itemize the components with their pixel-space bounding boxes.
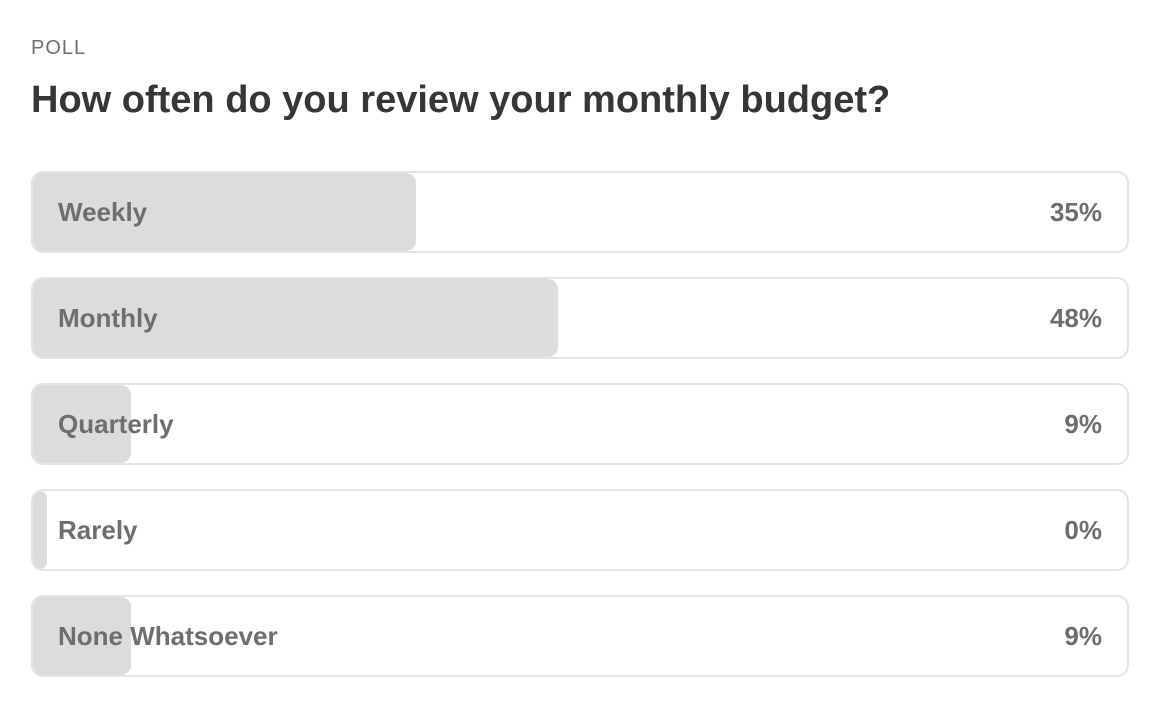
result-bar-fill xyxy=(33,173,416,251)
poll-option-weekly[interactable]: Weekly 35% xyxy=(31,171,1129,253)
result-bar-fill xyxy=(33,385,132,463)
poll-option-quarterly[interactable]: Quarterly 9% xyxy=(31,383,1129,465)
poll-option-monthly[interactable]: Monthly 48% xyxy=(31,277,1129,359)
option-label: None Whatsoever xyxy=(58,621,278,651)
option-percentage: 0% xyxy=(1064,515,1102,545)
result-bar-fill xyxy=(33,597,132,675)
poll-question: How often do you review your monthly bud… xyxy=(31,79,891,121)
option-percentage: 9% xyxy=(1064,409,1102,439)
option-percentage: 9% xyxy=(1064,621,1102,651)
option-label: Weekly xyxy=(58,197,148,227)
poll-options: Weekly 35% Monthly 48% Quarterly 9% Rare… xyxy=(31,171,1129,701)
poll-option-rarely[interactable]: Rarely 0% xyxy=(31,489,1129,571)
result-bar-fill xyxy=(33,491,47,569)
option-label: Rarely xyxy=(58,515,138,545)
option-percentage: 48% xyxy=(1049,303,1102,333)
option-label: Monthly xyxy=(58,303,158,333)
option-label: Quarterly xyxy=(58,409,174,439)
option-percentage: 35% xyxy=(1049,197,1102,227)
poll-option-none-whatsoever[interactable]: None Whatsoever 9% xyxy=(31,595,1129,677)
poll-eyebrow: POLL xyxy=(31,37,87,59)
result-bar-fill xyxy=(33,279,559,357)
